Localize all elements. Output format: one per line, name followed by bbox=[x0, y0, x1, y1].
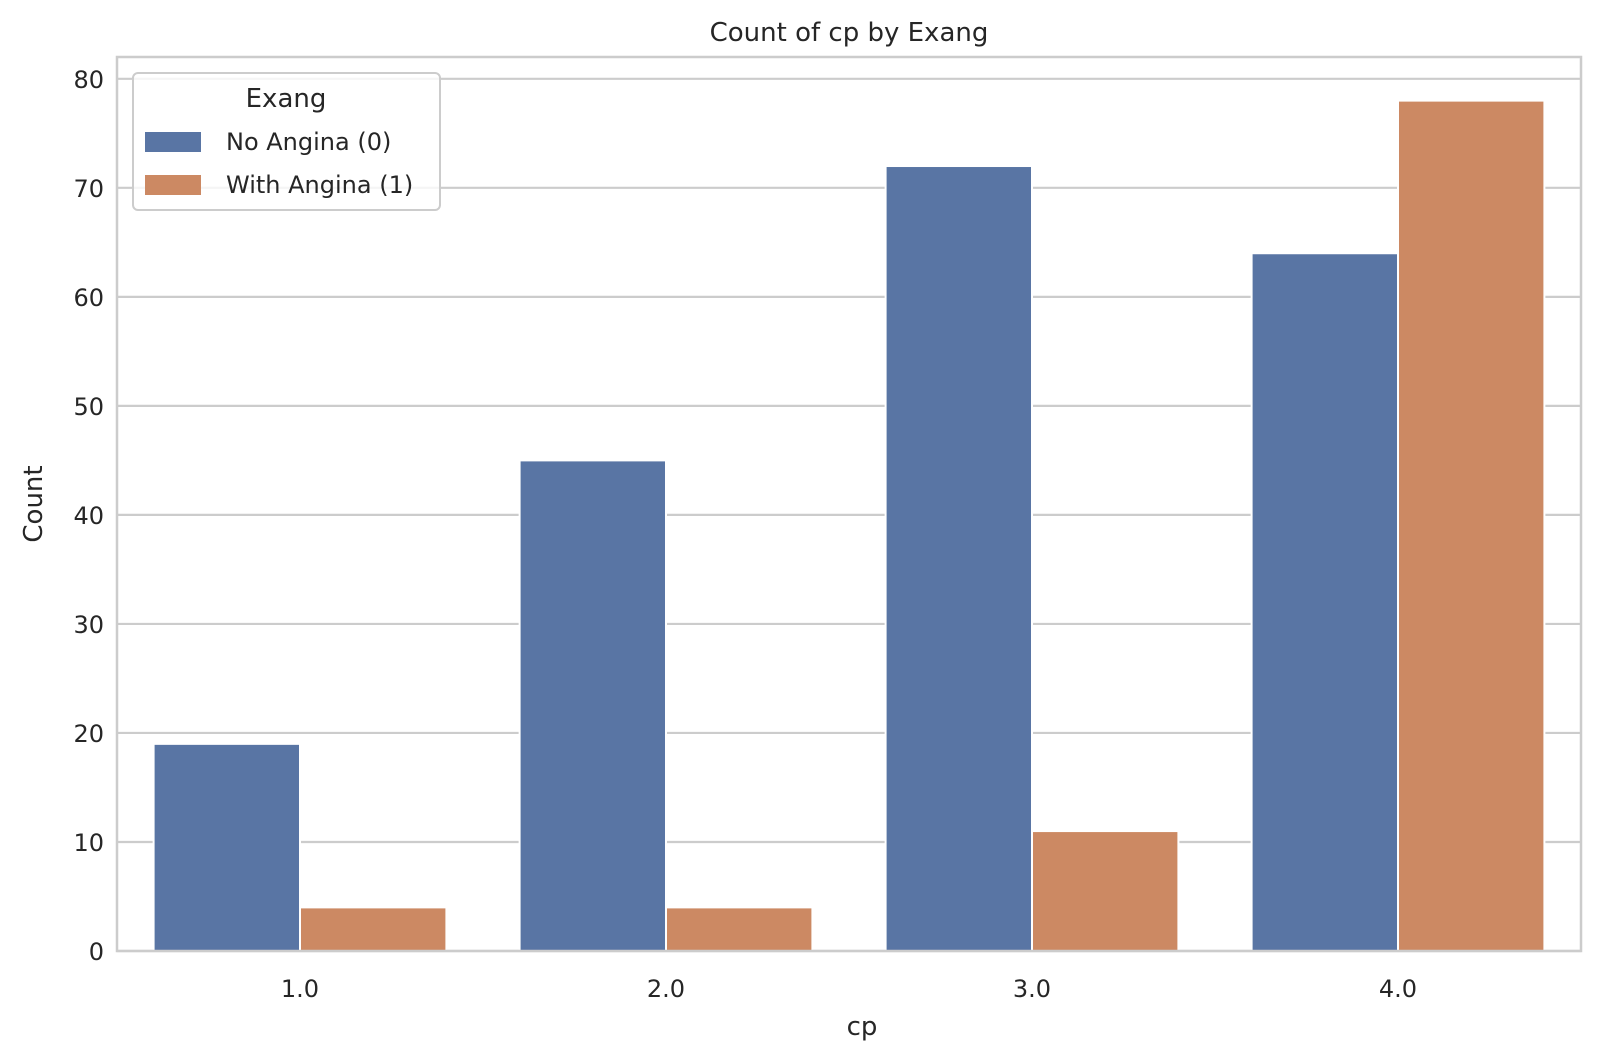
legend-box bbox=[132, 72, 441, 211]
bar-with-angina-cp-2.0 bbox=[665, 906, 814, 953]
x-tick-label-2.0: 2.0 bbox=[647, 975, 685, 1003]
y-tick-label-0: 0 bbox=[89, 938, 104, 966]
plot-frame bbox=[115, 55, 1583, 953]
legend-swatch-with-angina bbox=[145, 175, 201, 195]
y-tick-label-50: 50 bbox=[73, 393, 104, 421]
x-tick-label-1.0: 1.0 bbox=[281, 975, 319, 1003]
x-tick-labels: 1.0 2.0 3.0 4.0 bbox=[281, 975, 1417, 1003]
y-tick-label-10: 10 bbox=[73, 829, 104, 857]
x-axis-label: cp bbox=[847, 1012, 878, 1042]
chart-title: Count of cp by Exang bbox=[710, 18, 989, 48]
y-tick-labels: 0 10 20 30 40 50 60 70 80 bbox=[73, 66, 104, 966]
y-tick-label-30: 30 bbox=[73, 611, 104, 639]
bar-no-angina-cp-4.0 bbox=[1250, 252, 1399, 952]
legend-label-with-angina: With Angina (1) bbox=[226, 171, 413, 199]
legend-title: Exang bbox=[246, 84, 327, 114]
legend: Exang No Angina (0) With Angina (1) bbox=[132, 72, 441, 211]
bar-with-angina-cp-1.0 bbox=[299, 906, 448, 953]
bars bbox=[152, 99, 1546, 953]
bar-no-angina-cp-3.0 bbox=[884, 165, 1033, 952]
y-tick-label-40: 40 bbox=[73, 502, 104, 530]
y-tick-label-80: 80 bbox=[73, 66, 104, 94]
y-tick-label-60: 60 bbox=[73, 284, 104, 312]
y-axis-label: Count bbox=[19, 465, 49, 542]
x-tick-label-3.0: 3.0 bbox=[1013, 975, 1051, 1003]
bar-no-angina-cp-1.0 bbox=[152, 742, 301, 952]
legend-swatch-no-angina bbox=[145, 132, 201, 152]
bar-with-angina-cp-4.0 bbox=[1397, 99, 1546, 953]
legend-label-no-angina: No Angina (0) bbox=[226, 128, 391, 156]
bar-with-angina-cp-3.0 bbox=[1031, 830, 1180, 953]
y-tick-label-20: 20 bbox=[73, 720, 104, 748]
x-tick-label-4.0: 4.0 bbox=[1379, 975, 1417, 1003]
y-tick-label-70: 70 bbox=[73, 175, 104, 203]
bar-no-angina-cp-2.0 bbox=[518, 459, 667, 952]
